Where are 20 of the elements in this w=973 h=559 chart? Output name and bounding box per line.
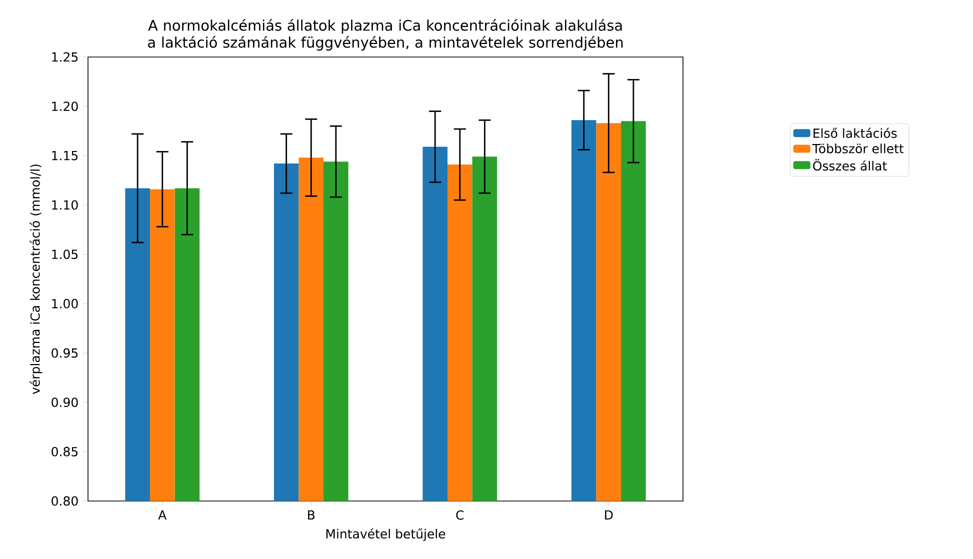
chart-title: A normokalcémiás állatok plazma iCa koncentrációinak alakulása a laktáció számának függvényében, a mintavételek sorrendjében <box>148 19 623 51</box>
y-axis-title: vérplazma iCa koncentráció (mmol/l) <box>30 164 42 394</box>
y-tick-label: 1.00 <box>52 298 78 308</box>
y-tick-label: 0.85 <box>52 446 78 456</box>
x-tick-label: D <box>605 510 613 520</box>
y-tick-label: 0.95 <box>52 348 78 358</box>
legend-label: Összes állat <box>813 159 887 171</box>
y-tick-label: 0.90 <box>52 398 78 408</box>
legend-label: Többször ellett <box>812 144 904 154</box>
y-tick-label: 1.20 <box>52 102 78 112</box>
y-tick-label: 0.80 <box>52 496 78 506</box>
y-tick-label: 1.25 <box>52 52 78 62</box>
x-tick-label: C <box>456 510 464 520</box>
y-tick-label: 1.15 <box>52 151 78 160</box>
x-tick-label: B <box>308 510 315 520</box>
legend-label: Első laktációs <box>814 128 897 138</box>
y-tick-label: 1.10 <box>52 200 78 210</box>
y-tick-label: 1.05 <box>52 250 78 260</box>
x-axis-title: Mintavétel betűjele <box>326 528 446 541</box>
x-tick-label: A <box>158 510 167 520</box>
